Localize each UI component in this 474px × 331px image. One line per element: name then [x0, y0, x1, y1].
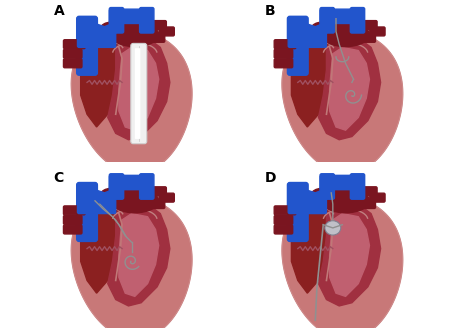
FancyBboxPatch shape [109, 175, 147, 190]
Text: C: C [54, 170, 64, 185]
Polygon shape [79, 22, 122, 41]
Ellipse shape [310, 188, 336, 204]
Ellipse shape [310, 22, 336, 38]
FancyBboxPatch shape [320, 8, 335, 33]
Polygon shape [108, 38, 170, 140]
FancyBboxPatch shape [274, 225, 292, 234]
FancyBboxPatch shape [64, 215, 82, 224]
FancyBboxPatch shape [77, 194, 116, 213]
Polygon shape [290, 188, 333, 207]
FancyBboxPatch shape [370, 193, 385, 202]
FancyBboxPatch shape [64, 59, 82, 68]
FancyBboxPatch shape [64, 40, 85, 49]
Text: A: A [54, 4, 64, 18]
Polygon shape [79, 188, 122, 207]
Polygon shape [282, 30, 403, 173]
FancyBboxPatch shape [159, 193, 174, 202]
FancyBboxPatch shape [320, 175, 358, 190]
FancyBboxPatch shape [288, 194, 327, 213]
FancyBboxPatch shape [135, 48, 140, 139]
Ellipse shape [322, 189, 369, 213]
FancyBboxPatch shape [64, 206, 85, 215]
Polygon shape [292, 204, 333, 293]
FancyBboxPatch shape [149, 21, 166, 29]
FancyBboxPatch shape [360, 33, 375, 42]
FancyBboxPatch shape [109, 9, 147, 24]
FancyBboxPatch shape [109, 174, 124, 199]
FancyBboxPatch shape [64, 49, 82, 58]
Polygon shape [292, 38, 333, 127]
Polygon shape [119, 213, 159, 296]
FancyBboxPatch shape [274, 215, 292, 224]
FancyBboxPatch shape [274, 40, 296, 49]
Ellipse shape [322, 23, 369, 47]
FancyBboxPatch shape [139, 174, 154, 199]
Ellipse shape [100, 22, 125, 38]
FancyBboxPatch shape [288, 28, 327, 47]
FancyBboxPatch shape [77, 28, 116, 47]
FancyBboxPatch shape [77, 182, 97, 241]
FancyBboxPatch shape [320, 174, 335, 199]
FancyBboxPatch shape [350, 8, 365, 33]
Text: B: B [264, 4, 275, 18]
FancyBboxPatch shape [139, 8, 154, 33]
Polygon shape [71, 30, 192, 173]
Ellipse shape [111, 23, 159, 47]
Ellipse shape [111, 189, 159, 213]
FancyBboxPatch shape [274, 59, 292, 68]
FancyBboxPatch shape [320, 9, 358, 24]
FancyBboxPatch shape [360, 200, 375, 209]
Text: D: D [264, 170, 276, 185]
FancyBboxPatch shape [287, 16, 308, 75]
Polygon shape [319, 204, 381, 306]
Polygon shape [290, 22, 333, 41]
Polygon shape [329, 47, 369, 130]
FancyBboxPatch shape [287, 182, 308, 241]
FancyBboxPatch shape [159, 27, 174, 36]
FancyBboxPatch shape [350, 174, 365, 199]
FancyBboxPatch shape [149, 187, 166, 196]
FancyBboxPatch shape [360, 187, 377, 196]
Polygon shape [81, 38, 122, 127]
Polygon shape [319, 38, 381, 140]
Polygon shape [81, 204, 122, 293]
FancyBboxPatch shape [274, 206, 296, 215]
FancyBboxPatch shape [360, 21, 377, 29]
FancyBboxPatch shape [131, 43, 147, 144]
FancyBboxPatch shape [149, 200, 165, 209]
Ellipse shape [100, 188, 125, 204]
FancyBboxPatch shape [77, 16, 97, 75]
FancyBboxPatch shape [109, 8, 124, 33]
FancyBboxPatch shape [149, 33, 165, 42]
Polygon shape [108, 204, 170, 306]
Polygon shape [71, 196, 192, 331]
Polygon shape [119, 47, 159, 130]
FancyBboxPatch shape [274, 49, 292, 58]
Polygon shape [282, 196, 403, 331]
FancyBboxPatch shape [370, 27, 385, 36]
FancyBboxPatch shape [64, 225, 82, 234]
Polygon shape [329, 213, 369, 296]
Ellipse shape [325, 221, 341, 235]
